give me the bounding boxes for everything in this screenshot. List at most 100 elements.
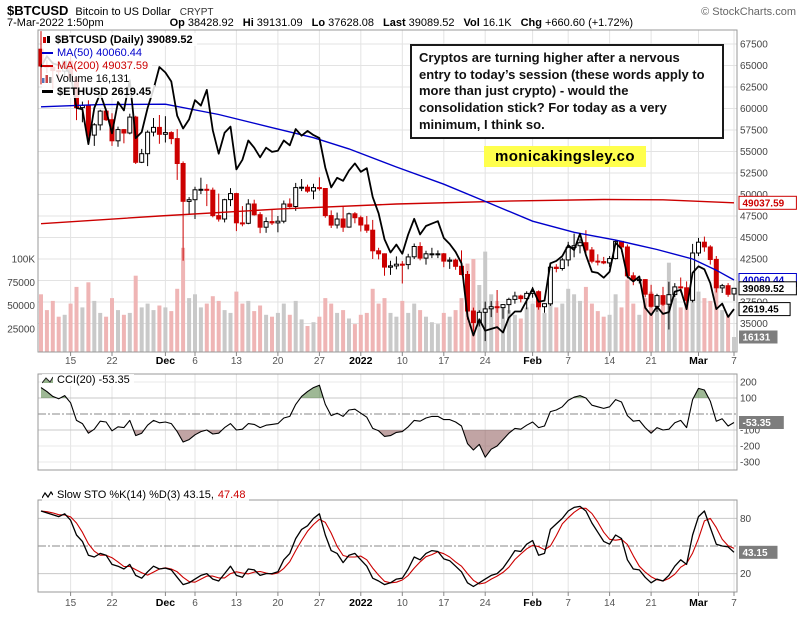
stockcharts-copyright: © StockCharts.com [701,6,796,18]
cci-axis-labels: 200 100 -100 -200 -300 [740,378,760,469]
ma50-line-icon [42,51,53,54]
quote-values: Op 38428.92 Hi 39131.09 Lo 37628.08 Last 390… [170,17,633,29]
open-label: Op [169,17,185,29]
svg-text:-53.35: -53.35 [743,418,772,429]
svg-text:45000: 45000 [740,233,768,244]
volume-bars-icon [42,75,52,83]
svg-text:10: 10 [397,598,409,609]
quote-bar: 7-Mar-2022 1:50pm Op 38428.92 Hi 39131.09 … [7,17,796,29]
eth-line [40,55,735,337]
svg-text:13: 13 [231,598,243,609]
svg-text:49037.59: 49037.59 [743,198,785,209]
legend-volume-row: Volume 16,131 [42,72,134,85]
svg-text:17: 17 [438,598,450,609]
chart-header: $BTCUSD Bitcoin to US Dollar CRYPT © Sto… [7,3,796,18]
svg-text:75000: 75000 [7,278,35,289]
svg-text:-100: -100 [740,426,760,437]
legend-eth-row: $ETHUSD 2619.45 [42,85,156,98]
annotation-note: Cryptos are turning higher after a nervo… [410,44,724,140]
svg-text:6: 6 [192,356,198,367]
svg-text:14: 14 [604,598,616,609]
svg-text:7: 7 [565,356,571,367]
cci-indicator-icon [42,376,53,383]
high-label: Hi [242,17,254,29]
legend-volume-label: Volume 16,131 [56,72,130,85]
sto-legend-k-label: Slow STO %K(14) %D(3) 43.15, [57,489,214,501]
volume-label: Vol [463,17,480,29]
low-value: 37628.08 [328,17,375,29]
svg-text:35000: 35000 [740,319,768,330]
svg-text:6: 6 [192,598,198,609]
cci-overbought-fill [41,385,709,398]
svg-text:39089.52: 39089.52 [743,284,785,295]
axis-value-box: 49037.59 [738,195,797,210]
svg-text:Mar: Mar [689,597,708,609]
svg-text:100K: 100K [12,255,36,266]
sto-axis-labels: 80 20 [740,514,752,580]
svg-text:52500: 52500 [740,169,768,180]
high-value: 39131.09 [256,17,303,29]
sto-plot-border [37,499,738,593]
cci-plot-border [37,373,738,471]
svg-text:60000: 60000 [740,104,768,115]
svg-text:65000: 65000 [740,61,768,72]
legend-ma50-label: MA(50) 40060.44 [57,46,142,59]
axis-value-box: -53.35 [739,416,784,429]
svg-text:200: 200 [740,378,757,389]
svg-text:50000: 50000 [7,301,35,312]
sto-x-axis-labels: 15 22 Dec 6 13 20 27 2022 10 17 24 Feb 7 14 21 Mar 7 [65,592,737,609]
svg-text:2619.45: 2619.45 [743,305,780,316]
change-value: +660.60 (+1.72%) [544,17,634,29]
svg-text:67500: 67500 [740,40,768,51]
svg-text:7: 7 [565,598,571,609]
svg-text:7: 7 [731,356,737,367]
legend-price-label: $BTCUSD (Daily) 39089.52 [55,33,193,46]
cci-gridlines [38,381,737,463]
main-x-axis-labels: 15 22 Dec 6 13 20 27 2022 10 17 24 Feb 7 14 21 Mar 7 [65,352,737,367]
ma200-line-icon [42,64,53,67]
svg-text:16131: 16131 [743,333,771,344]
svg-text:20: 20 [740,569,752,580]
axis-value-box: 16131 [739,330,778,344]
svg-text:2022: 2022 [349,355,373,367]
svg-text:100: 100 [740,394,757,405]
cci-line [40,384,735,458]
last-label: Last [383,17,406,29]
svg-text:21: 21 [646,598,658,609]
sto-legend-d-value: 47.48 [217,489,246,501]
svg-text:57500: 57500 [740,126,768,137]
exchange-label: CRYPT [179,7,214,18]
low-label: Lo [311,17,326,29]
svg-text:22: 22 [106,598,118,609]
svg-text:Feb: Feb [523,355,542,367]
main-chart-legend: $BTCUSD (Daily) 39089.52 MA(50) 40060.44… [42,33,197,98]
svg-text:13: 13 [231,356,243,367]
eth-line-icon [42,90,53,93]
symbol-description: Bitcoin to US Dollar [75,6,171,18]
svg-text:17: 17 [438,356,450,367]
legend-ma200-label: MA(200) 49037.59 [57,59,149,72]
svg-text:27: 27 [314,356,326,367]
volume-value: 16.1K [482,17,512,29]
svg-text:80: 80 [740,514,752,525]
svg-text:55000: 55000 [740,147,768,158]
datetime-label: 7-Mar-2022 1:50pm [7,17,104,29]
svg-text:Mar: Mar [689,355,708,367]
svg-text:40060.44: 40060.44 [743,276,785,287]
svg-text:-300: -300 [740,458,760,469]
legend-price-row: $BTCUSD (Daily) 39089.52 [42,33,197,46]
last-value: 39089.52 [408,17,455,29]
symbol-title: $BTCUSD [7,3,69,18]
svg-text:15: 15 [65,356,77,367]
ma50-line [40,103,735,281]
sto-indicator-icon [42,490,53,498]
change-label: Chg [520,17,542,29]
sto-k-line [40,505,735,588]
volume-bars-layer [39,247,736,353]
quote-volume: Vol 16.1K [464,17,512,29]
sto-legend: Slow STO %K(14) %D(3) 43.15, 47.48 [42,489,250,501]
main-plot-border [37,29,738,353]
quote-low: Lo 37628.08 [312,17,374,29]
cci-legend-label: CCI(20) -53.35 [57,374,130,386]
